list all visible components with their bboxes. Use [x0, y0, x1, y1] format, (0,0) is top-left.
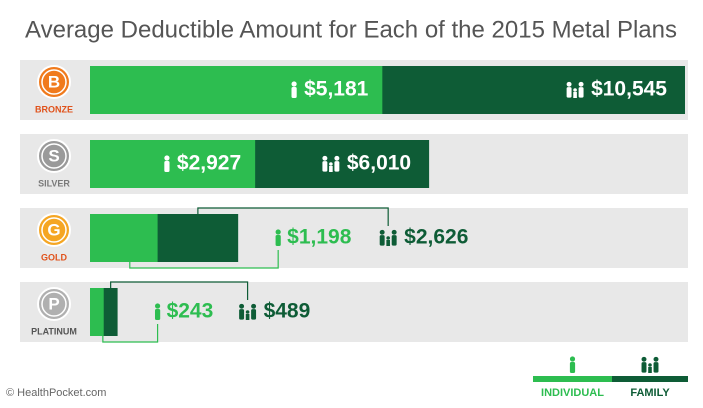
- value-label: $1,198: [287, 226, 352, 249]
- legend-label: FAMILY: [630, 387, 670, 399]
- icon: [386, 236, 390, 240]
- bar: [90, 140, 256, 188]
- value-label: $10,545: [591, 78, 667, 101]
- icon: [641, 362, 647, 373]
- icon: [391, 235, 397, 246]
- icon: [245, 310, 250, 314]
- icon: [334, 161, 340, 172]
- icon: [329, 166, 333, 172]
- badge: [41, 217, 67, 243]
- icon: [578, 87, 584, 98]
- value-label: $6,010: [347, 152, 411, 175]
- value-label: $243: [167, 300, 214, 323]
- chart-title: Average Deductible Amount for Each of th…: [25, 16, 677, 43]
- icon: [291, 81, 297, 87]
- source: © HealthPocket.com: [6, 387, 106, 399]
- badge-letter: B: [48, 72, 60, 91]
- category-label: GOLD: [41, 252, 67, 262]
- value-label: $2,626: [404, 226, 468, 249]
- icon: [641, 356, 647, 362]
- legend-swatch: [612, 376, 688, 382]
- icon: [275, 229, 281, 235]
- badge: [41, 291, 67, 317]
- bar: [90, 288, 104, 336]
- icon: [245, 314, 250, 320]
- icon: [154, 303, 161, 309]
- icon: [251, 309, 257, 320]
- icon: [239, 303, 245, 309]
- icon: [573, 92, 577, 98]
- badge-letter: S: [48, 146, 59, 165]
- icon: [569, 362, 576, 373]
- icon: [653, 356, 659, 362]
- badge-letter: P: [48, 294, 59, 313]
- value-label: $489: [264, 300, 311, 323]
- badge: [41, 143, 67, 169]
- category-label: SILVER: [38, 178, 70, 188]
- category-label: BRONZE: [35, 104, 73, 114]
- icon: [566, 81, 572, 87]
- category-label: PLATINUM: [31, 326, 77, 336]
- icon: [154, 309, 161, 320]
- icon: [291, 87, 297, 98]
- row-background: [20, 282, 688, 342]
- connector: [102, 324, 159, 343]
- icon: [648, 367, 652, 373]
- icon: [578, 81, 584, 87]
- icon: [569, 356, 576, 362]
- icon: [275, 235, 281, 246]
- legend-swatch: [533, 376, 612, 382]
- icon: [322, 161, 328, 172]
- badge-letter: G: [47, 220, 60, 239]
- value-label: $2,927: [177, 152, 241, 175]
- icon: [239, 309, 245, 320]
- icon: [566, 87, 572, 98]
- icon: [251, 303, 257, 309]
- icon: [322, 155, 328, 161]
- icon: [386, 240, 390, 246]
- icon: [653, 362, 659, 373]
- icon: [334, 155, 340, 161]
- icon: [391, 229, 397, 235]
- icon: [379, 235, 385, 246]
- icon: [329, 162, 333, 166]
- bar: [90, 66, 383, 114]
- connector: [129, 250, 279, 269]
- icon: [164, 155, 170, 161]
- bar: [90, 214, 158, 262]
- icon: [573, 88, 577, 92]
- icon: [648, 363, 652, 367]
- icon: [164, 161, 170, 172]
- connector: [197, 207, 389, 226]
- value-label: $5,181: [304, 78, 369, 101]
- connector: [110, 281, 249, 300]
- legend-label: INDIVIDUAL: [541, 387, 604, 399]
- badge: [41, 69, 67, 95]
- icon: [379, 229, 385, 235]
